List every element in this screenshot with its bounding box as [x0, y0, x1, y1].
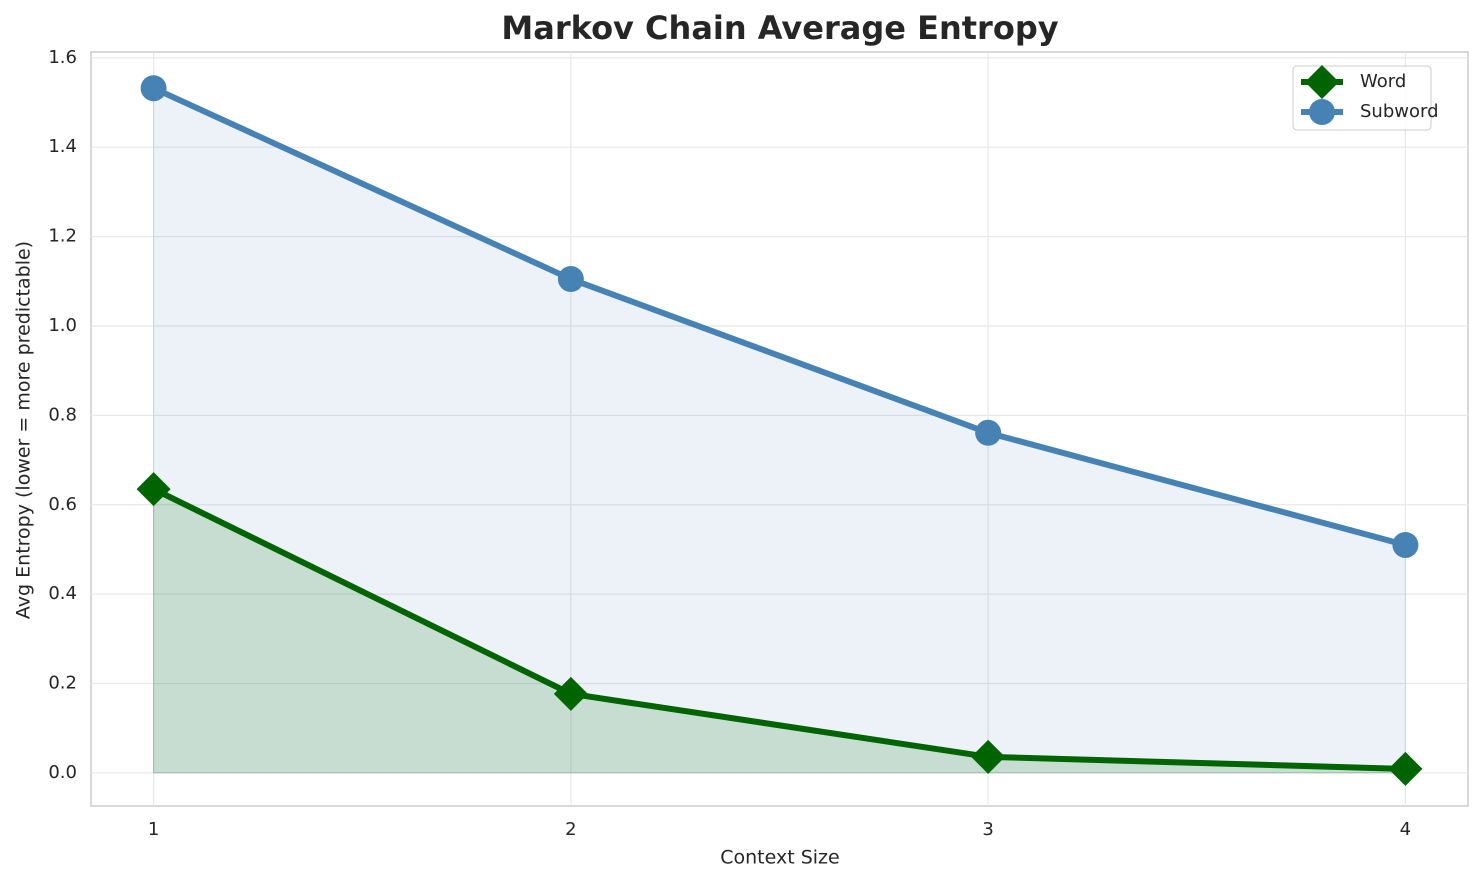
legend: Word Subword [1292, 65, 1439, 131]
y-tick-label: 0.8 [48, 404, 77, 425]
x-tick-label: 1 [148, 819, 159, 840]
legend-label: Subword [1360, 101, 1439, 122]
y-tick-label: 0.0 [48, 762, 77, 783]
x-axis-label: Context Size [720, 847, 839, 869]
marker [557, 266, 584, 293]
y-tick-label: 0.6 [48, 494, 77, 515]
chart-title: Markov Chain Average Entropy [501, 9, 1058, 47]
grid [91, 52, 1468, 806]
y-tick-label: 1.0 [48, 315, 77, 336]
line [152, 486, 1406, 772]
marker [1309, 99, 1335, 125]
y-tick-label: 1.4 [48, 136, 77, 157]
marker [553, 676, 588, 711]
x-tick-label: 4 [1400, 819, 1411, 840]
marker [136, 472, 171, 507]
marker [1392, 531, 1419, 558]
y-tick-label: 0.4 [48, 583, 77, 604]
x-tick-label: 2 [565, 819, 576, 840]
y-tick-label: 1.2 [48, 226, 77, 247]
plot-area [90, 51, 1469, 807]
marker [1388, 751, 1423, 786]
y-axis-label: Avg Entropy (lower = more predictable) [13, 241, 35, 619]
marker [971, 739, 1006, 774]
y-tick-label: 0.2 [48, 673, 77, 694]
marker [1305, 65, 1339, 99]
y-tick-label: 1.6 [48, 47, 77, 68]
line [152, 85, 1407, 548]
x-tick-label: 3 [982, 819, 993, 840]
legend-label: Word [1360, 71, 1406, 92]
marker [140, 75, 167, 102]
marker [975, 419, 1002, 446]
